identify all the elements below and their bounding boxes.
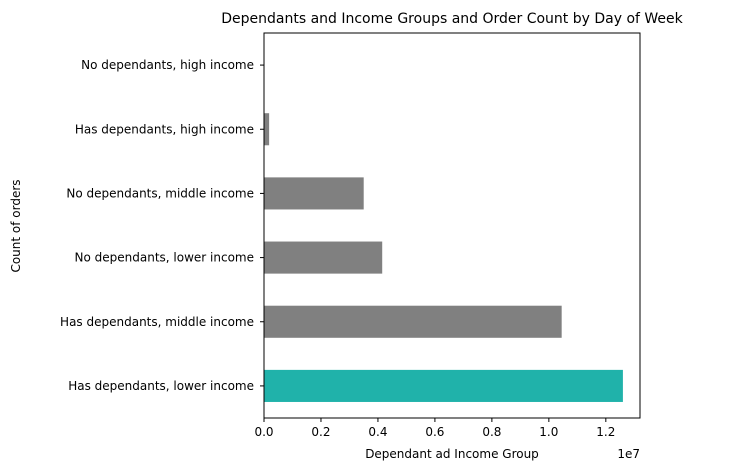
y-ticks: Has dependants, lower income Has dependan… [60,58,264,393]
y-tick-label: No dependants, high income [81,58,254,72]
bar [264,113,270,146]
y-tick-label: Has dependants, middle income [60,315,254,329]
y-tick-label: Has dependants, lower income [68,379,254,393]
bar [264,241,383,274]
x-tick-label: 0.4 [368,425,387,439]
x-tick-label: 1.2 [596,425,615,439]
y-axis-label: Count of orders [9,179,23,272]
x-tick-label: 0.2 [311,425,330,439]
axes-frame [263,32,641,419]
x-axis-label: Dependant ad Income Group [365,447,539,461]
bar [264,369,623,402]
y-tick-label: Has dependants, high income [75,122,254,136]
bar [264,177,364,210]
y-tick-label: No dependants, middle income [66,186,254,200]
x-tick-label: 0.0 [254,425,273,439]
bars [264,113,623,402]
x-tick-label: 1.0 [539,425,558,439]
x-tick-label: 0.6 [425,425,444,439]
x-offset-label: 1e7 [617,447,640,461]
bar [264,305,562,338]
chart-title: Dependants and Income Groups and Order C… [221,11,683,27]
x-tick-label: 0.8 [482,425,501,439]
y-tick-label: No dependants, lower income [75,251,254,265]
x-ticks: 0.0 0.2 0.4 0.6 0.8 1.0 1.2 [254,418,615,439]
